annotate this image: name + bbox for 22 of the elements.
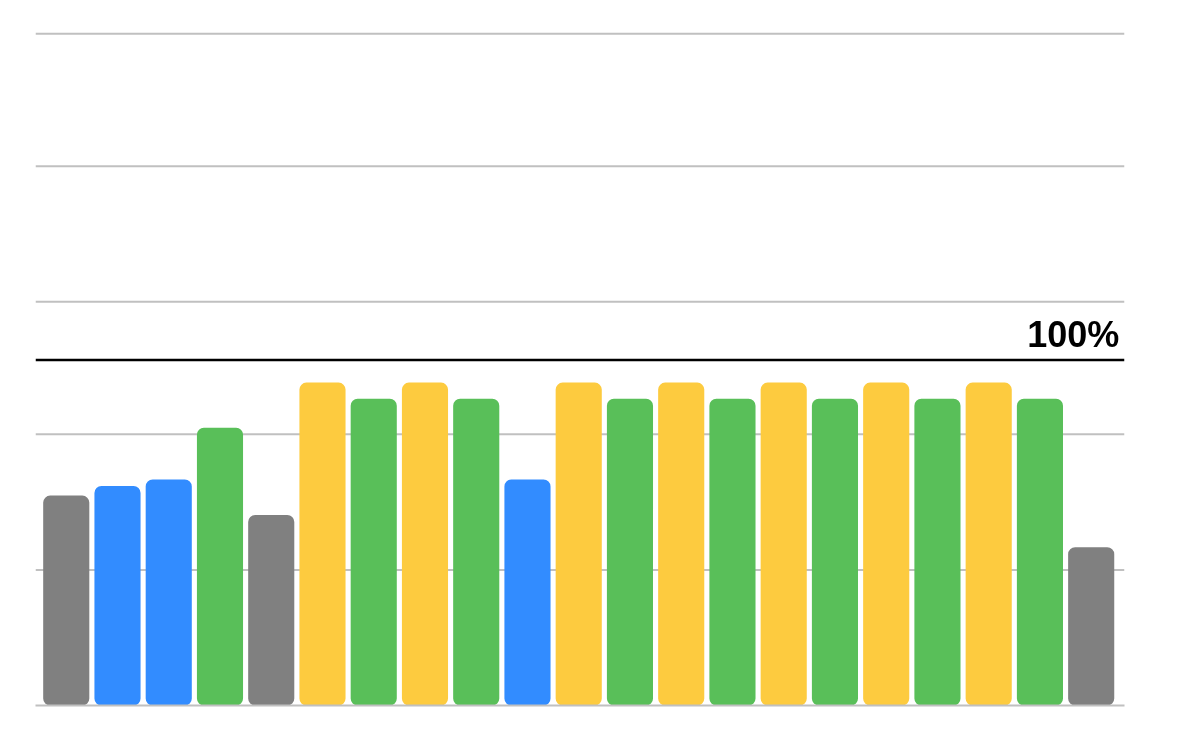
bar bbox=[914, 398, 961, 706]
bar bbox=[1016, 398, 1063, 706]
bar bbox=[350, 398, 397, 706]
bar bbox=[299, 382, 346, 706]
bar bbox=[709, 398, 756, 706]
bar bbox=[1068, 547, 1115, 706]
bar bbox=[401, 382, 449, 706]
bar bbox=[145, 479, 192, 706]
bar bbox=[196, 427, 244, 706]
bar bbox=[555, 382, 602, 706]
bar bbox=[658, 382, 705, 706]
bar bbox=[43, 495, 90, 706]
bar bbox=[453, 398, 500, 706]
bar bbox=[606, 398, 654, 706]
bar bbox=[811, 398, 859, 706]
bar bbox=[965, 382, 1012, 706]
bar bbox=[94, 485, 141, 706]
bar bbox=[760, 382, 807, 706]
annotation: 100% bbox=[1027, 313, 1120, 355]
bar bbox=[504, 479, 551, 706]
bar bbox=[863, 382, 910, 706]
bar bbox=[248, 514, 295, 706]
